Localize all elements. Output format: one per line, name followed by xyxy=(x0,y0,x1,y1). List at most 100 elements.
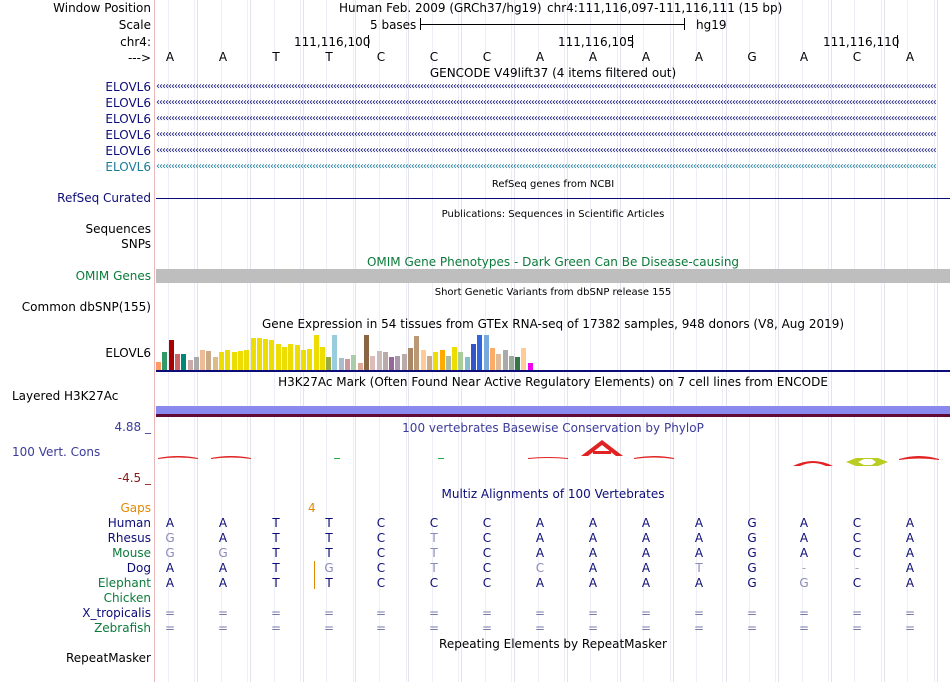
gencode-transcript-line[interactable]: ‹‹‹‹‹‹‹‹‹‹‹‹‹‹‹‹‹‹‹‹‹‹‹‹‹‹‹‹‹‹‹‹‹‹‹‹‹‹‹‹… xyxy=(156,113,937,124)
species-label-mouse[interactable]: Mouse xyxy=(112,546,151,560)
gtex-tissue-bar[interactable] xyxy=(263,339,268,370)
gtex-tissue-bar[interactable] xyxy=(326,357,331,370)
phylop-logo-graph[interactable] xyxy=(156,436,950,472)
gencode-transcript-line[interactable]: ‹‹‹‹‹‹‹‹‹‹‹‹‹‹‹‹‹‹‹‹‹‹‹‹‹‹‹‹‹‹‹‹‹‹‹‹‹‹‹‹… xyxy=(156,161,937,172)
gtex-tissue-bar[interactable] xyxy=(452,347,457,370)
gtex-tissue-bar[interactable] xyxy=(181,354,186,370)
gtex-tissue-bar[interactable] xyxy=(288,344,293,370)
omim-bar[interactable] xyxy=(156,269,950,283)
gtex-tissue-bar[interactable] xyxy=(175,354,180,370)
aligned-base: T xyxy=(430,531,438,545)
gtex-tissue-bar[interactable] xyxy=(515,357,520,370)
gtex-tissue-bar[interactable] xyxy=(364,335,369,370)
h3k27ac-signal-bar[interactable] xyxy=(156,406,950,414)
gtex-tissue-bar[interactable] xyxy=(244,350,249,370)
gtex-tissue-bar[interactable] xyxy=(257,338,262,370)
gtex-tissue-bar[interactable] xyxy=(219,352,224,370)
gtex-tissue-bar[interactable] xyxy=(169,340,174,370)
gtex-tissue-bar[interactable] xyxy=(251,338,256,370)
refseq-label[interactable]: RefSeq Curated xyxy=(57,191,151,205)
gtex-tissue-bar[interactable] xyxy=(528,363,533,370)
gtex-bar-chart[interactable] xyxy=(156,330,536,370)
gtex-tissue-bar[interactable] xyxy=(408,348,413,370)
gencode-row-label[interactable]: ELOVL6 xyxy=(105,128,151,142)
omim-label[interactable]: OMIM Genes xyxy=(75,269,151,283)
species-label-chicken[interactable]: Chicken xyxy=(103,591,151,605)
gtex-tissue-bar[interactable] xyxy=(276,344,281,370)
aligned-base: T xyxy=(325,546,333,560)
gtex-tissue-bar[interactable] xyxy=(162,352,167,370)
gencode-row-label[interactable]: ELOVL6 xyxy=(105,112,151,126)
species-label-elephant[interactable]: Elephant xyxy=(97,576,151,590)
gtex-tissue-bar[interactable] xyxy=(484,335,489,370)
gtex-tissue-bar[interactable] xyxy=(395,356,400,370)
pubs-snps-label[interactable]: SNPs xyxy=(121,237,151,251)
gtex-tissue-bar[interactable] xyxy=(503,350,508,370)
gtex-tissue-bar[interactable] xyxy=(206,351,211,370)
gtex-tissue-bar[interactable] xyxy=(345,359,350,370)
gtex-tissue-bar[interactable] xyxy=(477,335,482,370)
gtex-tissue-bar[interactable] xyxy=(295,345,300,370)
gtex-tissue-bar[interactable] xyxy=(414,336,419,370)
gtex-tissue-bar[interactable] xyxy=(433,352,438,370)
gtex-tissue-bar[interactable] xyxy=(490,348,495,370)
gtex-tissue-bar[interactable] xyxy=(282,347,287,370)
gtex-tissue-bar[interactable] xyxy=(427,356,432,370)
gtex-tissue-bar[interactable] xyxy=(301,350,306,370)
gtex-tissue-bar[interactable] xyxy=(383,352,388,370)
dbsnp-label[interactable]: Common dbSNP(155) xyxy=(21,300,151,314)
gtex-tissue-bar[interactable] xyxy=(465,357,470,370)
gencode-transcript-line[interactable]: ‹‹‹‹‹‹‹‹‹‹‹‹‹‹‹‹‹‹‹‹‹‹‹‹‹‹‹‹‹‹‹‹‹‹‹‹‹‹‹‹… xyxy=(156,129,937,140)
gtex-label[interactable]: ELOVL6 xyxy=(105,346,151,360)
gtex-tissue-bar[interactable] xyxy=(458,352,463,370)
pubs-sequences-label[interactable]: Sequences xyxy=(85,222,151,236)
gtex-tissue-bar[interactable] xyxy=(194,357,199,370)
species-label-xtropicalis[interactable]: X_tropicalis xyxy=(82,606,151,620)
gtex-tissue-bar[interactable] xyxy=(471,344,476,370)
gtex-tissue-bar[interactable] xyxy=(370,356,375,370)
species-label-rhesus[interactable]: Rhesus xyxy=(107,531,151,545)
gtex-tissue-bar[interactable] xyxy=(269,340,274,370)
gtex-tissue-bar[interactable] xyxy=(320,347,325,370)
refseq-intron-line[interactable] xyxy=(156,198,950,199)
h3k27ac-label[interactable]: Layered H3K27Ac xyxy=(12,389,119,403)
gtex-tissue-bar[interactable] xyxy=(232,352,237,370)
track-image-area[interactable]: Human Feb. 2009 (GRCh37/hg19) chr4:111,1… xyxy=(156,0,950,682)
gtex-tissue-bar[interactable] xyxy=(509,356,514,370)
species-label-zebrafish[interactable]: Zebrafish xyxy=(94,621,151,635)
gtex-tissue-bar[interactable] xyxy=(351,355,356,370)
gtex-tissue-bar[interactable] xyxy=(358,363,363,370)
aligned-base: A xyxy=(218,531,228,545)
grid-line xyxy=(778,0,779,682)
gtex-tissue-bar[interactable] xyxy=(238,351,243,370)
gtex-tissue-bar[interactable] xyxy=(307,349,312,370)
gencode-row-label[interactable]: ELOVL6 xyxy=(105,96,151,110)
gencode-row-label[interactable]: ELOVL6 xyxy=(105,80,151,94)
gtex-tissue-bar[interactable] xyxy=(389,357,394,370)
gtex-tissue-bar[interactable] xyxy=(188,360,193,370)
gtex-tissue-bar[interactable] xyxy=(200,350,205,370)
repeatmasker-label[interactable]: RepeatMasker xyxy=(65,651,151,665)
gtex-tissue-bar[interactable] xyxy=(225,350,230,370)
gtex-tissue-bar[interactable] xyxy=(521,348,526,370)
gtex-tissue-bar[interactable] xyxy=(332,335,337,370)
phylop-label[interactable]: 100 Vert. Cons xyxy=(12,445,101,459)
gtex-tissue-bar[interactable] xyxy=(402,354,407,370)
gtex-tissue-bar[interactable] xyxy=(421,350,426,370)
gencode-transcript-line[interactable]: ‹‹‹‹‹‹‹‹‹‹‹‹‹‹‹‹‹‹‹‹‹‹‹‹‹‹‹‹‹‹‹‹‹‹‹‹‹‹‹‹… xyxy=(156,97,937,108)
gencode-row-label[interactable]: ELOVL6 xyxy=(105,160,151,174)
gtex-tissue-bar[interactable] xyxy=(314,335,319,370)
gencode-transcript-line[interactable]: ‹‹‹‹‹‹‹‹‹‹‹‹‹‹‹‹‹‹‹‹‹‹‹‹‹‹‹‹‹‹‹‹‹‹‹‹‹‹‹‹… xyxy=(156,81,937,92)
gencode-transcript-line[interactable]: ‹‹‹‹‹‹‹‹‹‹‹‹‹‹‹‹‹‹‹‹‹‹‹‹‹‹‹‹‹‹‹‹‹‹‹‹‹‹‹‹… xyxy=(156,145,937,156)
species-label-dog[interactable]: Dog xyxy=(126,561,151,575)
gencode-row-label[interactable]: ELOVL6 xyxy=(105,144,151,158)
gtex-tissue-bar[interactable] xyxy=(213,357,218,370)
species-label-human[interactable]: Human xyxy=(107,516,151,530)
gtex-tissue-bar[interactable] xyxy=(446,356,451,370)
gtex-tissue-bar[interactable] xyxy=(496,354,501,370)
gtex-tissue-bar[interactable] xyxy=(156,362,161,370)
gtex-tissue-bar[interactable] xyxy=(339,358,344,370)
gtex-tissue-bar[interactable] xyxy=(377,351,382,370)
gtex-tissue-bar[interactable] xyxy=(440,350,445,370)
coord-label: 111,116,110 xyxy=(823,35,900,49)
